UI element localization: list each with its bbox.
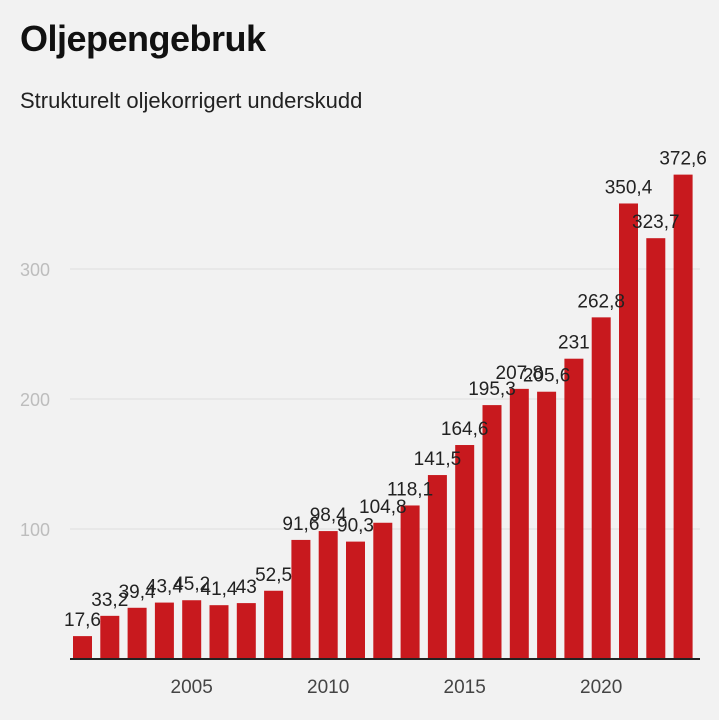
- bar: [509, 388, 529, 659]
- bar-value-label: 41,4: [201, 579, 238, 600]
- bar-value-label: 33,2: [91, 590, 128, 611]
- bar: [373, 522, 393, 659]
- bar: [427, 475, 447, 659]
- y-tick-label: 100: [20, 520, 50, 540]
- x-tick-label: 2005: [171, 677, 213, 698]
- bar: [673, 174, 693, 659]
- y-tick-label: 300: [20, 260, 50, 280]
- bar-value-label: 205,6: [523, 366, 571, 387]
- bar: [209, 605, 229, 659]
- bar-value-label: 17,6: [64, 610, 101, 631]
- y-axis-ticks: 100 200 300: [20, 260, 50, 540]
- bar: [619, 203, 638, 660]
- y-tick-label: 200: [20, 390, 50, 410]
- bar-value-label: 43: [236, 577, 257, 598]
- bar-value-label: 104,8: [359, 497, 407, 518]
- bar: [400, 505, 420, 659]
- bar: [455, 445, 475, 659]
- bar: [646, 238, 666, 659]
- bar: [564, 358, 584, 659]
- bar-value-label: 45,2: [173, 574, 210, 595]
- bar-value-label: 90,3: [337, 516, 374, 537]
- bar-value-label: 43,4: [146, 577, 183, 598]
- bar: [291, 539, 311, 659]
- bar-value-label: 118,1: [387, 479, 433, 500]
- bar: [127, 607, 147, 659]
- bar-value-label: 323,7: [632, 212, 680, 233]
- bar: [482, 405, 502, 659]
- bar: [236, 603, 256, 659]
- x-axis-ticks: 2005 2010 2015 2020: [171, 677, 623, 698]
- bar: [537, 391, 557, 659]
- chart-title: Oljepengebruk: [20, 18, 266, 59]
- bars: [73, 174, 693, 660]
- bar-value-label: 52,5: [255, 565, 292, 586]
- bar: [100, 615, 120, 659]
- bar-value-label: 350,4: [605, 177, 653, 198]
- bar-value-label: 98,4: [310, 505, 347, 526]
- bar-value-label: 195,3: [468, 379, 516, 400]
- bar: [591, 317, 611, 659]
- bar-value-label: 231: [558, 333, 590, 354]
- chart-subtitle: Strukturelt oljekorrigert underskudd: [20, 88, 363, 113]
- bar: [182, 600, 202, 659]
- bar-value-label: 372,6: [659, 149, 707, 170]
- bar: [318, 531, 338, 659]
- bar: [264, 590, 284, 659]
- bar-value-label: 207,8: [496, 363, 544, 384]
- x-tick-label: 2015: [444, 677, 486, 698]
- x-tick-label: 2020: [580, 677, 622, 698]
- bar-value-label: 164,6: [441, 419, 489, 440]
- bar-value-label: 262,8: [577, 291, 625, 312]
- bar-value-label: 91,6: [282, 514, 319, 535]
- x-tick-label: 2010: [307, 677, 349, 698]
- bar: [346, 541, 365, 659]
- bar: [73, 636, 92, 659]
- bar: [154, 602, 174, 659]
- bar-value-label: 141,5: [414, 449, 462, 470]
- bar-value-label: 39,4: [119, 582, 156, 603]
